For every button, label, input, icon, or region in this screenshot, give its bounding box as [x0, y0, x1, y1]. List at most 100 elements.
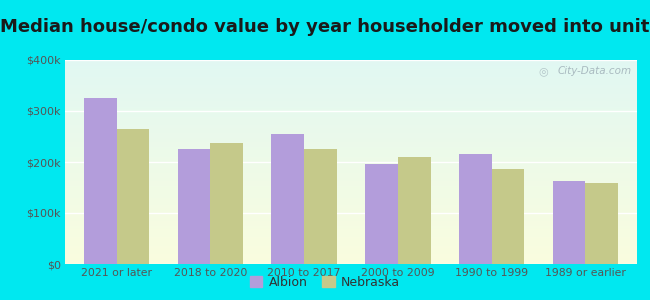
Bar [65, 74, 637, 75]
Bar [65, 136, 637, 137]
Bar [65, 73, 637, 74]
Bar [65, 140, 637, 141]
Bar [65, 83, 637, 85]
Bar [65, 139, 637, 140]
Bar [65, 102, 637, 103]
Bar [84, 98, 116, 264]
Bar [65, 91, 637, 92]
Bar [65, 153, 637, 154]
Bar [65, 154, 637, 155]
Bar [65, 207, 637, 208]
Bar [65, 234, 637, 236]
Bar [65, 215, 637, 216]
Bar [65, 185, 637, 187]
Bar [65, 68, 637, 69]
Bar [65, 75, 637, 76]
Bar [65, 224, 637, 225]
Bar [65, 60, 637, 61]
Bar [65, 179, 637, 180]
Bar [65, 256, 637, 257]
Bar [65, 172, 637, 173]
Bar [65, 72, 637, 73]
Bar [65, 146, 637, 147]
Bar [65, 243, 637, 244]
Bar [65, 188, 637, 190]
Bar [304, 149, 337, 264]
Bar [65, 202, 637, 203]
Bar [65, 213, 637, 214]
Bar [65, 120, 637, 121]
Bar [65, 100, 637, 101]
Bar [586, 183, 618, 264]
Bar [65, 159, 637, 160]
Bar [65, 93, 637, 94]
Bar [65, 126, 637, 127]
Bar [65, 66, 637, 67]
Bar [65, 254, 637, 255]
Bar [552, 182, 586, 264]
Bar [65, 157, 637, 158]
Bar [65, 219, 637, 220]
Bar [65, 148, 637, 149]
Bar [65, 63, 637, 64]
Bar [65, 78, 637, 80]
Bar [65, 105, 637, 106]
Bar [65, 161, 637, 162]
Bar [65, 253, 637, 254]
Legend: Albion, Nebraska: Albion, Nebraska [245, 271, 405, 294]
Bar [65, 162, 637, 163]
Bar [65, 110, 637, 111]
Bar [65, 152, 637, 153]
Bar [65, 85, 637, 86]
Bar [65, 116, 637, 117]
Bar [65, 238, 637, 239]
Bar [65, 165, 637, 166]
Bar [65, 262, 637, 263]
Bar [65, 200, 637, 201]
Bar [65, 261, 637, 262]
Bar [65, 255, 637, 256]
Bar [65, 150, 637, 151]
Bar [65, 183, 637, 184]
Bar [65, 62, 637, 63]
Text: City-Data.com: City-Data.com [557, 66, 631, 76]
Bar [65, 220, 637, 221]
Bar [65, 145, 637, 146]
Bar [65, 194, 637, 195]
Bar [65, 187, 637, 188]
Bar [65, 71, 637, 72]
Bar [365, 164, 398, 264]
Bar [65, 232, 637, 233]
Bar [65, 193, 637, 194]
Bar [65, 99, 637, 100]
Bar [65, 239, 637, 241]
Bar [65, 130, 637, 131]
Bar [65, 69, 637, 70]
Bar [398, 157, 431, 264]
Bar [65, 198, 637, 199]
Bar [65, 206, 637, 207]
Bar [65, 223, 637, 224]
Bar [65, 117, 637, 118]
Bar [65, 259, 637, 260]
Bar [65, 103, 637, 104]
Bar [65, 160, 637, 161]
Bar [271, 134, 304, 264]
Bar [65, 147, 637, 148]
Bar [65, 229, 637, 230]
Bar [65, 81, 637, 83]
Bar [65, 252, 637, 253]
Bar [65, 104, 637, 105]
Bar [65, 196, 637, 197]
Bar [65, 242, 637, 243]
Bar [65, 236, 637, 238]
Bar [65, 77, 637, 78]
Bar [65, 132, 637, 134]
Bar [211, 143, 243, 264]
Bar [65, 175, 637, 176]
Bar [65, 244, 637, 246]
Bar [65, 163, 637, 164]
Bar [65, 101, 637, 102]
Bar [65, 80, 637, 81]
Bar [65, 92, 637, 93]
